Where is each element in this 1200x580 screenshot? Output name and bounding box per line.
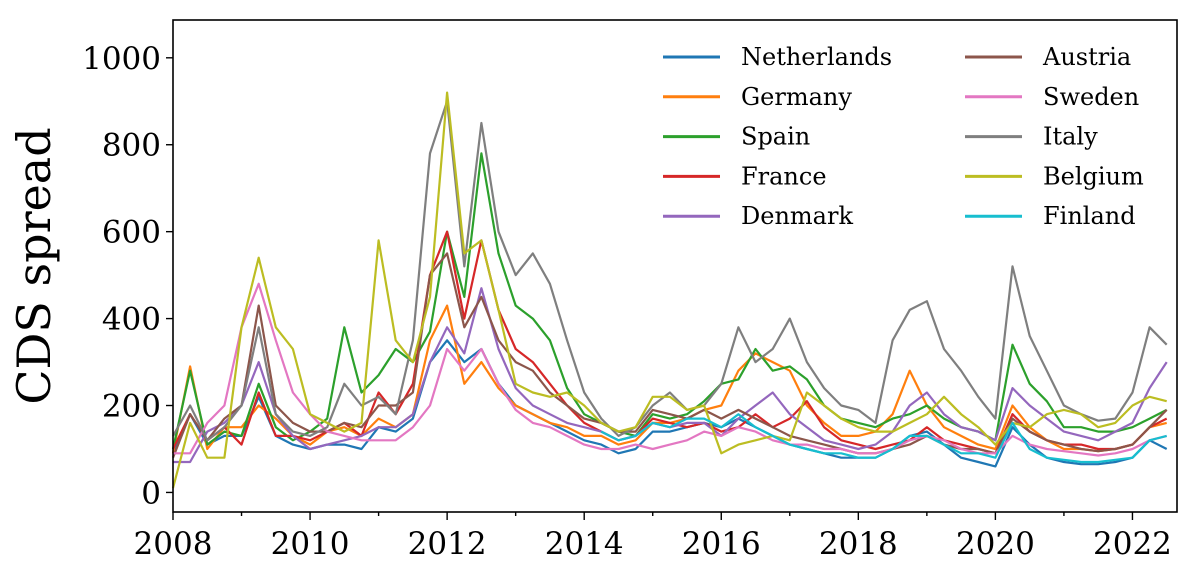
legend-label: Austria <box>1042 43 1131 71</box>
legend-label: Italy <box>1043 123 1098 151</box>
legend-label: Sweden <box>1043 83 1139 111</box>
legend-label: Spain <box>741 123 810 151</box>
legend-item-belgium: Belgium <box>965 162 1144 190</box>
x-tick-label: 2010 <box>271 526 350 562</box>
legend-item-sweden: Sweden <box>965 83 1139 111</box>
y-tick-label: 800 <box>102 128 161 164</box>
series-line-finland <box>600 413 1167 464</box>
x-tick-label: 2018 <box>819 526 898 562</box>
series-line-spain <box>171 152 1168 450</box>
legend-item-italy: Italy <box>965 123 1098 151</box>
legend-label: France <box>741 162 827 190</box>
legend-label: Denmark <box>741 202 853 230</box>
plot-frame <box>172 19 1178 513</box>
legend-item-denmark: Denmark <box>663 202 853 230</box>
legend-label: Germany <box>741 83 852 111</box>
legend-item-spain: Spain <box>663 123 810 151</box>
legend-label: Netherlands <box>741 43 892 71</box>
x-tick-label: 2014 <box>545 526 624 562</box>
series-line-austria <box>171 252 1168 459</box>
series-lines <box>171 91 1168 489</box>
x-tick-label: 2016 <box>682 526 761 562</box>
series-line-belgium <box>171 91 1167 489</box>
series-line-netherlands <box>171 339 1168 468</box>
legend-item-germany: Germany <box>663 83 852 111</box>
series-line-italy <box>172 100 1168 442</box>
y-tick-label: 0 <box>141 475 161 511</box>
legend-item-france: France <box>663 162 827 190</box>
legend-label: Belgium <box>1043 162 1144 190</box>
x-axis: 2008 2010 2012 2014 2016 2018 2020 2022 <box>134 512 1172 562</box>
legend-item-finland: Finland <box>965 202 1136 230</box>
y-tick-label: 600 <box>102 215 161 251</box>
y-axis-label: CDS spread <box>7 127 61 404</box>
y-tick-label: 1000 <box>82 41 161 77</box>
x-tick-label: 2020 <box>956 526 1035 562</box>
x-tick-label: 2012 <box>408 526 487 562</box>
legend-item-austria: Austria <box>965 43 1131 71</box>
legend-item-netherlands: Netherlands <box>663 43 892 71</box>
legend: Netherlands Germany Spain France Denmark Aust… <box>663 43 1144 230</box>
legend-label: Finland <box>1043 202 1136 230</box>
x-tick-label: 2022 <box>1093 526 1172 562</box>
y-tick-label: 400 <box>102 302 161 338</box>
y-tick-label: 200 <box>102 389 161 425</box>
x-tick-label: 2008 <box>134 526 213 562</box>
y-axis: 0 200 400 600 800 1000 <box>82 41 173 511</box>
